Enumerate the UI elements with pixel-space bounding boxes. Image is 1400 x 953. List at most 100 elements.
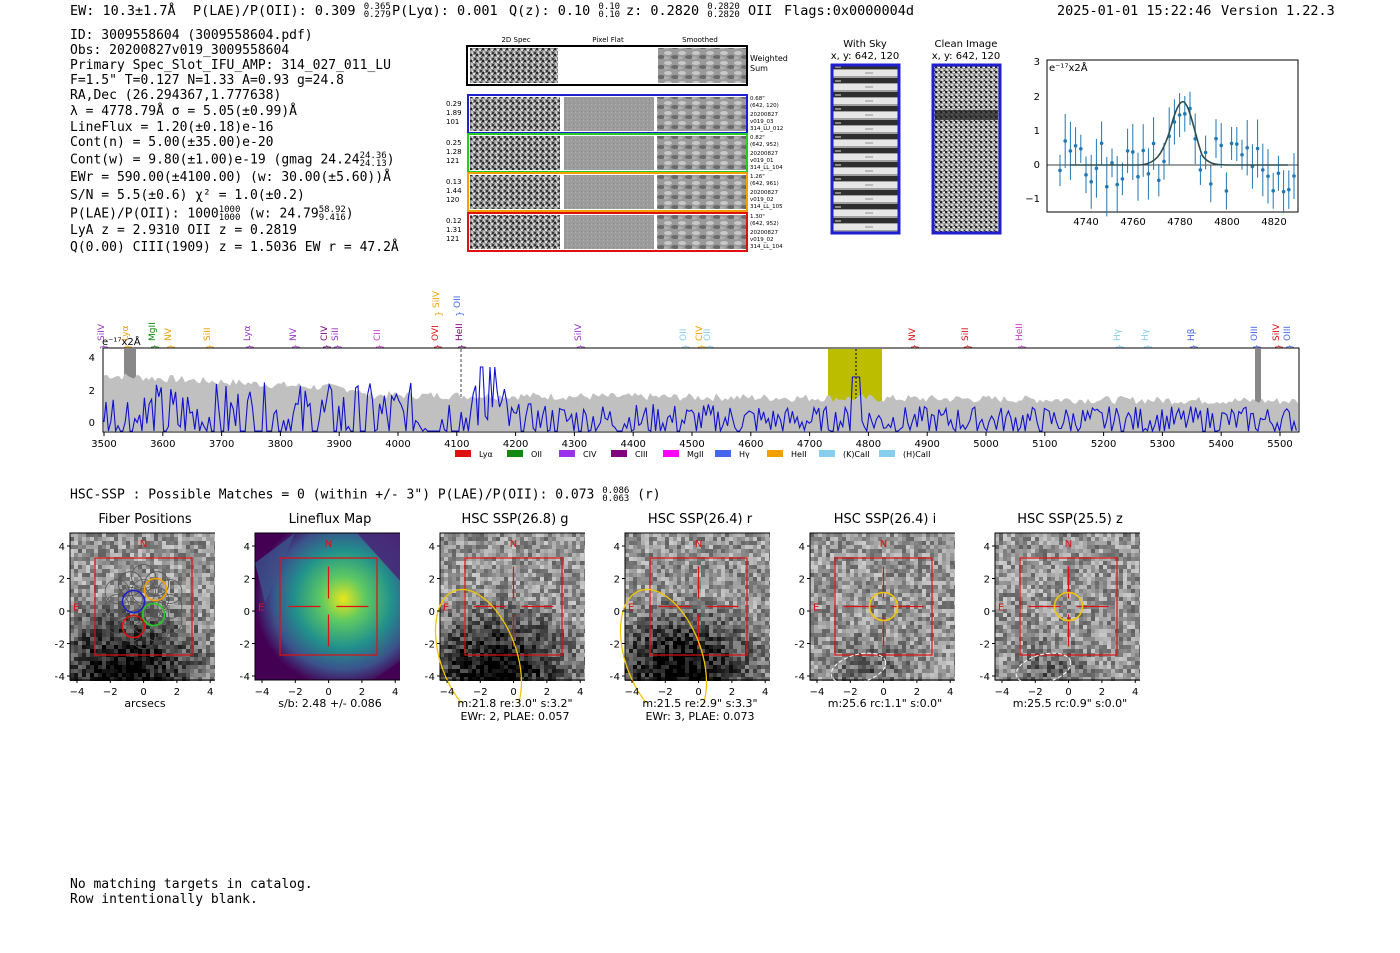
spec-xtick-4900: 4900 [914,439,939,450]
panel0-xtick-2: 0 [140,687,146,698]
legend-swatch-8 [879,450,895,457]
legend-label-7: (K)CaII [843,450,870,459]
panel4-ytick-4: −4 [795,672,805,683]
info-contn: Cont(n) = 5.00(±35.00)e-20 [70,135,274,150]
line-brace-19: { [962,344,972,350]
line-label-5: Lyα [243,325,253,341]
zoom-xtick-4740: 4740 [1073,217,1098,228]
panel5-xtick-4: 4 [1132,687,1138,698]
clean-image [931,63,1002,235]
legend-label-2: CIV [583,450,597,459]
legend-swatch-3 [611,450,627,457]
spec-xtick-3600: 3600 [150,439,175,450]
row3-right-4: 314_LL_105 [750,204,783,210]
hsc-panel-1: N E 4 2 0 −2 −4 −4 −2 0 2 4 [240,532,400,698]
row1-left-1: 1.89 [446,109,462,117]
line-brace-13: { [454,311,464,317]
row4-right-1: (642, 952) [750,221,779,227]
panel-caption-4: m:25.6 rc:1.1" s:0.0" [827,697,943,710]
info-primary: Primary Spec_Slot_IFU_AMP: 314_027_011_L… [70,58,391,73]
line-brace-6: { [290,344,300,350]
spectrum-legend: Lyα OII CIV CIII MgII Hγ HeII (K)CaII (H)CaII [455,450,930,459]
panel1-xtick-1: −2 [288,687,303,698]
east-label-4: E [813,603,819,614]
line-label-24: OIII [1250,326,1260,341]
line-brace-18: { [909,344,919,350]
row3-right-3: v019_02 [750,197,774,203]
legend-label-4: MgII [687,450,704,459]
row3-right-2: 20200827 [750,190,778,196]
info-contw-value: Cont(w) = 9.80(±1.00)e-19 (gmag 24.24 [70,152,360,168]
panel1-ytick-4: −4 [240,672,250,683]
panel-caption2-2: EWr: 2, PLAE: 0.057 [460,710,570,723]
east-label-2: E [443,603,449,614]
info-id: ID: 3009558604 (3009558604.pdf) [70,28,313,43]
info-lambda: λ = 4778.79Å σ = 5.05(±0.99)Å [70,104,297,119]
panel-title-1: Lineflux Map [288,512,372,527]
fiber-row-1: 0.29 1.89 101 0.68" (642, 120) 20200827 … [446,94,783,134]
panel5-xtick-3: 2 [1099,687,1105,698]
line-label-13: OII [453,296,463,308]
info-lineflux: LineFlux = 1.20(±0.18)e-16 [70,120,274,135]
header-z-value: z: 0.2820 [626,3,700,19]
spec-xtick-4600: 4600 [738,439,763,450]
row1-right-4: 314_LU_012 [750,126,783,132]
info-q: Q(0.00) CIII(1909) z = 1.5036 EW r = 47.… [70,240,399,255]
panel5-ytick-0: 4 [984,542,990,553]
east-label-3: E [628,603,634,614]
info-sn: S/N = 5.5(±0.6) χ² = 1.0(±0.2) [70,188,305,203]
line-brace-8: { [332,344,342,350]
zoom-ytick-m1: −1 [1025,194,1040,205]
panel-title-4: HSC SSP(26.4) i [833,512,937,527]
panel-caption-2: m:21.8 re:3.0" s:3.2" [457,697,573,710]
spec-ytick-4: 4 [89,353,95,364]
line-brace-24: { [1251,344,1261,350]
info-plae-w-hi: 58.92 [318,205,346,215]
panel5-xtick-1: −2 [1028,687,1043,698]
panel3-ytick-3: −2 [610,640,620,651]
panel2-ytick-3: −2 [425,640,435,651]
panel4-xtick-3: 2 [914,687,920,698]
panel5-xtick-2: 0 [1065,687,1071,698]
hsc-band: (r) [637,487,661,503]
line-brace-7: { [321,344,331,350]
panel3-xtick-2: 0 [695,687,701,698]
header-plae-value: P(LAE)/P(OII): 0.309 [193,3,356,19]
line-label-2: MgII [148,322,158,341]
panel-title-3: HSC SSP(26.4) r [647,512,753,527]
panel4-xtick-0: −4 [810,687,825,698]
panel1-ytick-3: −2 [240,640,250,651]
panel0-ytick-3: −2 [55,640,65,651]
hsc-summary-text: HSC-SSP : Possible Matches = 0 (within +… [70,487,595,503]
zoom-xtick-4800: 4800 [1214,217,1239,228]
panel-caption-1: s/b: 2.48 +/- 0.086 [278,697,382,710]
row4-right-2: 20200827 [750,230,778,236]
weighted-sum-2dspec [470,48,558,83]
line-label-12: SiIV [432,290,442,308]
panel4-ytick-1: 2 [799,575,805,586]
panel-title-0: Fiber Positions [98,512,192,527]
zoom-ytick-1: 1 [1034,126,1040,137]
header-z: z: 0.2820 0.2820 0.2820 OII [626,3,773,20]
header-z-line: OII [747,3,773,19]
spec-xtick-5400: 5400 [1208,439,1233,450]
header-qz-lo: 0.10 [598,10,621,20]
panel-caption-0: arcsecs [124,697,166,710]
legend-label-1: OII [531,450,542,459]
north-label-1: N [325,539,332,550]
info-contw-hi: 24.36 [359,151,387,161]
zoom-ytick-2: 2 [1034,92,1040,103]
panel1-ytick-2: 0 [244,607,250,618]
line-label-26: OIII [1283,326,1293,341]
legend-swatch-1 [507,450,523,457]
north-label-3: N [695,539,702,550]
panel4-xtick-2: 0 [880,687,886,698]
legend-label-0: Lyα [479,450,493,459]
panel4-ytick-3: −2 [795,640,805,651]
panel2-xtick-2: 0 [510,687,516,698]
panel2-ytick-2: 0 [429,607,435,618]
line-brace-26: { [1284,344,1294,350]
spec-xtick-5100: 5100 [1032,439,1057,450]
legend-swatch-0 [455,450,471,457]
cutouts-panel: 2D Spec Pixel Flat Smoothed Weighted Sum… [446,36,788,252]
